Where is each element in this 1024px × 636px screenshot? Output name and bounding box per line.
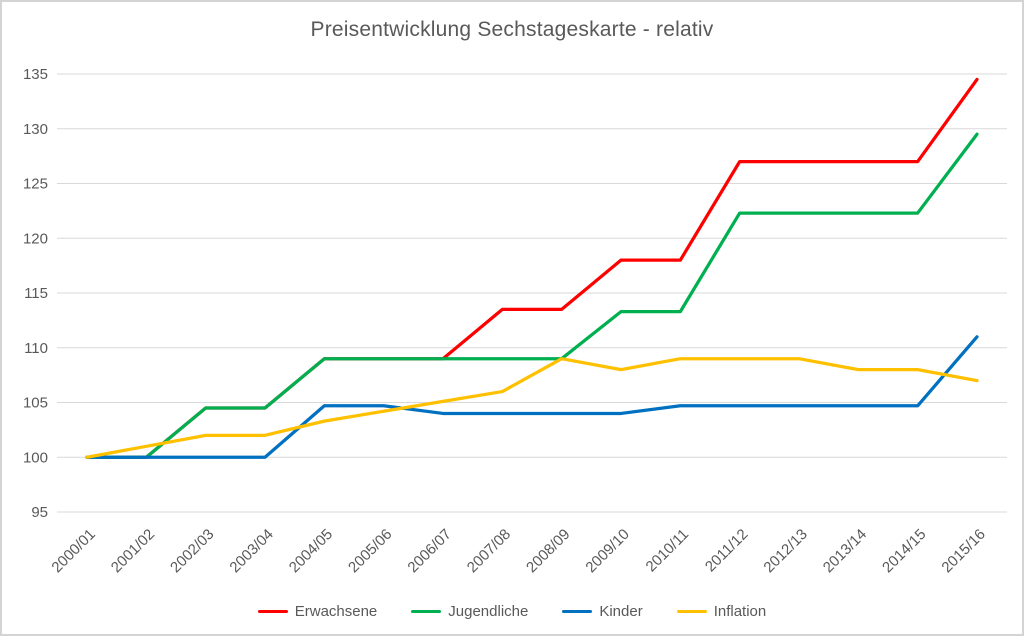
x-tick-label: 2004/05 [286,526,336,576]
series-line-erwachsene [85,77,979,459]
legend-swatch-inflation [676,609,707,614]
x-tick-label: 2006/07 [404,526,454,576]
x-axis-tick-labels: 2000/01 2001/02 2002/03 2003/04 2004/05 2005/… [48,526,988,576]
legend: Erwachsene Jugendliche Kinder Inflation [2,603,1022,620]
y-tick-label: 120 [23,230,48,247]
y-tick-label: 95 [31,504,48,521]
x-tick-label: 2007/08 [464,526,514,576]
y-tick-label: 100 [23,449,48,466]
gridlines [57,73,1007,513]
x-tick-label: 2003/04 [226,526,276,576]
legend-swatch-jugendliche [411,609,442,614]
y-tick-label: 130 [23,121,48,138]
y-tick-label: 135 [23,66,48,83]
x-tick-label: 2013/14 [820,526,870,576]
legend-item-kinder: Kinder [562,603,643,620]
legend-label: Erwachsene [294,603,378,620]
x-tick-label: 2012/13 [760,526,810,576]
y-tick-label: 115 [24,285,48,302]
chart-title: Preisentwicklung Sechstageskarte - relat… [310,18,714,41]
x-tick-label: 2000/01 [48,526,98,576]
x-tick-label: 2009/10 [582,526,632,576]
x-tick-label: 2001/02 [108,526,158,576]
x-tick-label: 2014/15 [879,526,929,576]
y-axis-tick-labels: 95 100 105 110 115 120 125 130 135 [23,66,48,521]
legend-item-inflation: Inflation [676,603,767,620]
x-tick-label: 2005/06 [345,526,395,576]
legend-swatch-erwachsene [257,609,288,614]
series-line-kinder [85,335,979,459]
series-line-inflation [85,357,979,459]
legend-swatch-kinder [562,609,593,614]
x-tick-label: 2015/16 [938,526,988,576]
legend-item-jugendliche: Jugendliche [411,603,528,620]
x-tick-label: 2002/03 [167,526,217,576]
y-tick-label: 110 [24,340,48,357]
y-tick-label: 125 [23,176,48,193]
series-line-jugendliche [85,132,979,459]
legend-item-erwachsene: Erwachsene [257,603,378,620]
legend-label: Inflation [713,603,767,620]
legend-label: Kinder [599,603,643,620]
y-tick-label: 105 [23,395,48,412]
x-tick-label: 2011/12 [702,526,752,576]
x-tick-label: 2008/09 [523,526,573,576]
x-tick-label: 2010/11 [643,526,693,576]
legend-label: Jugendliche [448,603,529,620]
